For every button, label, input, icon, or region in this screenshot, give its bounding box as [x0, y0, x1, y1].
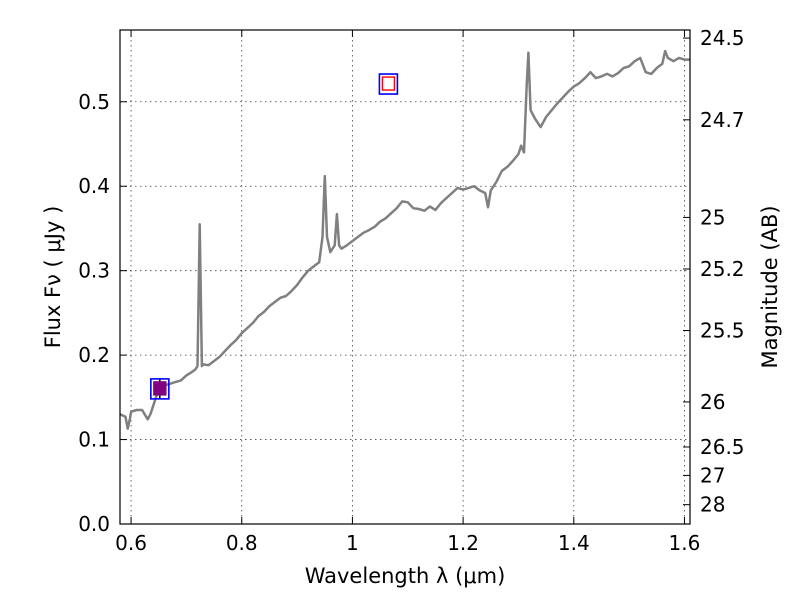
y-tick-label: 0.5 [78, 90, 110, 114]
spectrum-series [119, 49, 690, 430]
axis-ticks: 0.6 0.8 1 1.2 1.4 1.6 0.0 0.1 0.2 0.3 0.4 0.5 24.5 24… [78, 26, 744, 555]
y-axis-label: Flux Fν ( μJy ) [41, 206, 65, 349]
right-tick-label: 25.2 [700, 257, 745, 281]
y-tick-label: 0.0 [78, 512, 110, 536]
right-tick-label: 26.5 [700, 435, 745, 459]
right-tick-label: 27 [700, 463, 725, 487]
x-tick-label: 1.6 [669, 531, 701, 555]
y-axis-right-label: Magnitude (AB) [758, 205, 782, 368]
right-tick-label: 25.5 [700, 319, 745, 343]
y-tick-label: 0.2 [78, 343, 110, 367]
right-tick-label: 24.7 [700, 108, 745, 132]
y-tick-label: 0.4 [78, 174, 110, 198]
x-tick-label: 1 [346, 531, 359, 555]
right-tick-label: 25 [700, 205, 725, 229]
y-tick-label: 0.3 [78, 259, 110, 283]
x-tick-label: 1.4 [558, 531, 590, 555]
y-tick-label: 0.1 [78, 428, 110, 452]
photometry-markers [150, 73, 399, 400]
x-tick-label: 0.8 [226, 531, 258, 555]
x-axis-label: Wavelength λ (μm) [305, 564, 506, 588]
plot-frame [119, 29, 691, 525]
spectrum-line [119, 49, 690, 430]
photometry-box-inner [381, 76, 396, 91]
x-tick-label: 0.6 [115, 531, 147, 555]
grid-lines [120, 30, 690, 525]
right-tick-label: 26 [700, 390, 725, 414]
photometry-box-outer [150, 378, 170, 400]
x-tick-label: 1.2 [447, 531, 479, 555]
right-tick-label: 28 [700, 493, 725, 517]
right-tick-label: 24.5 [700, 26, 745, 50]
photometry-box-outer [378, 73, 399, 95]
photometry-box-inner [153, 381, 167, 396]
